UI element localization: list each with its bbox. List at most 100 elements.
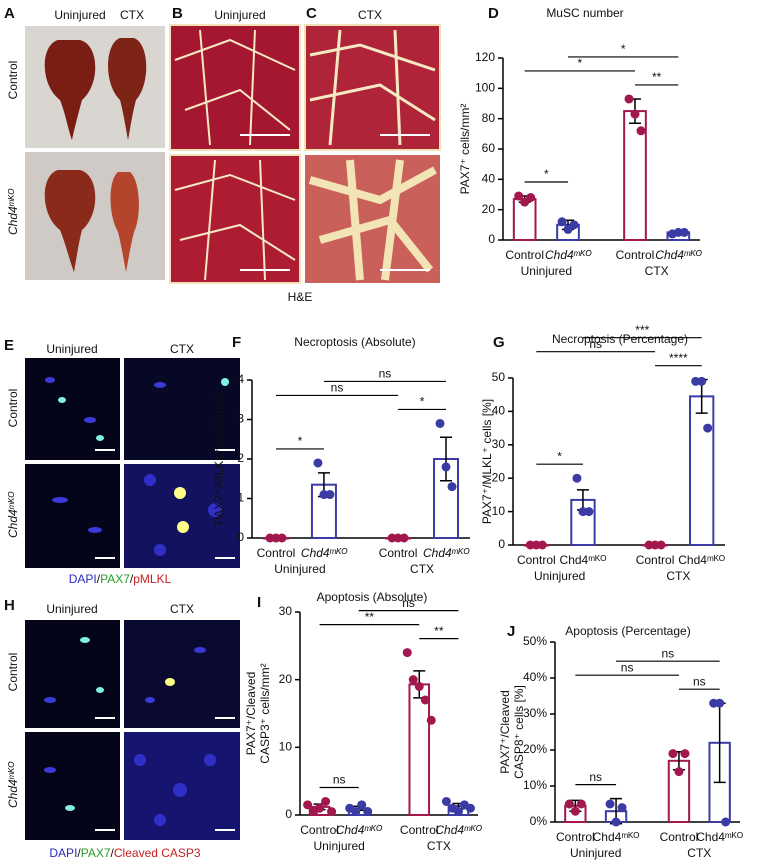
- panel-letter: C: [306, 5, 317, 22]
- data-point: [611, 817, 621, 827]
- panel-letter: I: [257, 594, 261, 611]
- column-label: CTX: [120, 8, 144, 22]
- data-point: [441, 462, 451, 472]
- y-tick-label: 0: [488, 232, 495, 246]
- group-label: CTX: [687, 846, 711, 860]
- data-point: [630, 109, 640, 119]
- data-point: [426, 715, 436, 725]
- data-point: [357, 800, 367, 810]
- stain-part: DAPI: [49, 846, 77, 860]
- x-tick-label: Chd4ᵐᴷᴼ: [423, 546, 470, 560]
- fluorescence-images: [25, 358, 240, 568]
- panel-letter: H: [4, 597, 15, 614]
- data-point: [703, 423, 713, 433]
- fluorescence-images: [25, 620, 240, 840]
- data-point: [414, 681, 424, 691]
- y-tick-label: 0: [285, 807, 292, 821]
- y-tick-label: 3: [237, 412, 244, 426]
- row-label: Chd4ᵐᴷᴼ: [6, 491, 20, 538]
- data-point: [447, 482, 457, 492]
- stain-part: DAPI: [69, 572, 97, 586]
- data-point: [537, 540, 547, 550]
- stain-part: Cleaved CASP3: [114, 846, 201, 860]
- y-tick-label: 30: [279, 604, 293, 618]
- significance-label: ns: [662, 646, 675, 660]
- chart-title: Apoptosis (Absolute): [317, 590, 428, 604]
- chart-title: MuSC number: [546, 6, 623, 20]
- group-label: Uninjured: [313, 839, 364, 853]
- y-axis-label: PAX7⁺/MLKL⁺ cells/mm²: [212, 393, 226, 525]
- y-axis-label: PAX7⁺/Cleaved: [498, 690, 512, 774]
- chart-title: Necroptosis (Absolute): [294, 335, 415, 349]
- y-tick-label: 60: [482, 141, 496, 155]
- stain-label: DAPI/PAX7/pMLKL: [69, 572, 172, 586]
- data-point: [680, 749, 690, 759]
- data-point: [557, 217, 567, 227]
- photo-muscles: [25, 26, 165, 280]
- significance-label: *: [577, 56, 582, 70]
- significance-label: ns: [693, 674, 706, 688]
- panel-letter: A: [4, 5, 15, 22]
- data-point: [617, 803, 627, 813]
- significance-label: *: [420, 395, 425, 409]
- significance-label: ns: [621, 660, 634, 674]
- bar: [689, 395, 715, 546]
- x-tick-label: Control: [616, 248, 655, 262]
- stain-part: PAX7: [100, 572, 130, 586]
- data-point: [526, 193, 536, 203]
- row-label: Chd4ᵐᴷᴼ: [6, 761, 20, 808]
- data-point: [351, 807, 361, 817]
- y-tick-label: 0: [498, 537, 505, 551]
- y-tick-label: 100: [475, 81, 495, 95]
- group-label: Uninjured: [521, 264, 572, 278]
- data-point: [605, 799, 615, 809]
- column-label: CTX: [170, 342, 194, 356]
- stain-part: /: [97, 572, 101, 586]
- data-point: [624, 94, 634, 104]
- y-tick-label: 20: [279, 672, 293, 686]
- y-tick-label: 120: [475, 50, 495, 64]
- significance-label: ***: [635, 323, 649, 337]
- data-point: [679, 227, 689, 237]
- y-tick-label: 20%: [523, 742, 547, 756]
- y-tick-label: 50%: [523, 634, 547, 648]
- column-label: Uninjured: [46, 602, 97, 616]
- y-tick-label: 40%: [523, 670, 547, 684]
- data-point: [697, 376, 707, 386]
- data-point: [715, 698, 725, 708]
- significance-label: *: [557, 449, 562, 463]
- y-tick-label: 10%: [523, 778, 547, 792]
- panel-letter: D: [488, 5, 499, 22]
- significance-label: **: [652, 70, 662, 84]
- data-point: [441, 796, 451, 806]
- significance-label: *: [621, 42, 626, 56]
- x-tick-label: Control: [517, 553, 556, 567]
- group-label: Uninjured: [274, 562, 325, 576]
- y-tick-label: 0: [237, 530, 244, 544]
- significance-label: *: [298, 434, 303, 448]
- y-tick-label: 4: [237, 372, 244, 386]
- x-tick-label: Control: [379, 546, 418, 560]
- group-label: Uninjured: [534, 569, 585, 583]
- y-tick-label: 10: [279, 740, 293, 754]
- x-tick-label: Chd4ᵐᴷᴼ: [560, 553, 607, 567]
- x-tick-label: Chd4ᵐᴷᴼ: [435, 823, 482, 837]
- y-tick-label: 0%: [530, 814, 548, 828]
- row-label: Control: [6, 389, 20, 428]
- data-point: [576, 799, 586, 809]
- error-bar: [440, 436, 453, 482]
- significance-label: ns: [402, 596, 415, 610]
- data-point: [465, 803, 475, 813]
- data-point: [277, 533, 287, 543]
- column-label: Uninjured: [46, 342, 97, 356]
- data-point: [514, 191, 524, 201]
- data-point: [569, 220, 579, 230]
- y-axis-label: PAX7⁺/Cleaved: [244, 672, 258, 756]
- histology-images: [169, 24, 441, 284]
- group-label: CTX: [666, 569, 690, 583]
- x-tick-label: Chd4ᵐᴷᴼ: [336, 823, 383, 837]
- data-point: [321, 796, 331, 806]
- data-point: [572, 473, 582, 483]
- stain-part: pMLKL: [133, 572, 171, 586]
